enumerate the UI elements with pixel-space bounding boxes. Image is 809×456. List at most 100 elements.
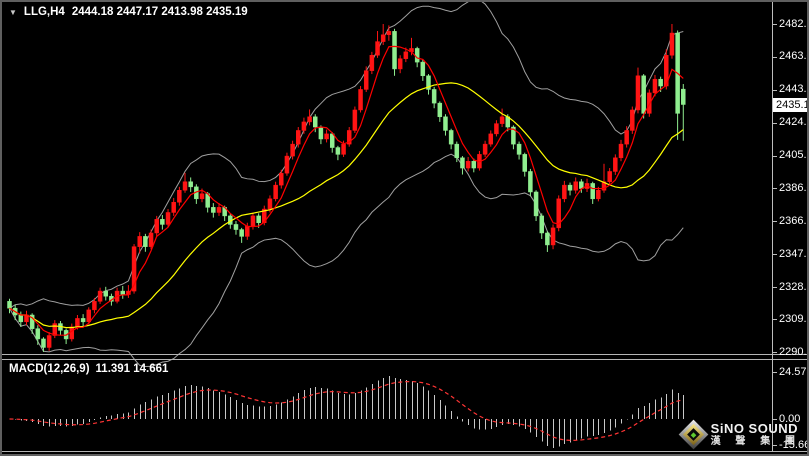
candle-body — [233, 224, 239, 230]
price-tick-mark — [772, 56, 777, 58]
candle-body — [329, 133, 335, 148]
price-tick-mark — [772, 319, 777, 321]
candle-body — [165, 212, 171, 225]
candle-body — [120, 290, 125, 295]
macd-tick-mark — [772, 419, 777, 420]
price-tick-mark — [772, 287, 777, 289]
candle-body — [669, 32, 675, 56]
candle-body — [211, 207, 216, 213]
candle-body — [301, 121, 307, 131]
candle-body — [624, 130, 629, 145]
candle-body — [465, 160, 471, 169]
candle-body — [562, 184, 567, 200]
price-tick-mark — [772, 122, 777, 124]
candle-body — [380, 34, 386, 42]
macd-histogram — [15, 375, 684, 448]
candle-body — [335, 147, 341, 155]
candle-body — [154, 219, 159, 234]
macd-tick-mark — [772, 372, 777, 373]
candle-body — [256, 215, 261, 223]
candle-body — [426, 75, 431, 90]
candle-body — [182, 181, 188, 191]
price-tick-mark — [772, 24, 777, 25]
candle-body — [607, 171, 612, 182]
candle-body — [681, 88, 686, 105]
candle-body — [641, 75, 646, 114]
candle-body — [290, 143, 295, 157]
price-tick-label: 2328.30 — [779, 280, 807, 293]
candle-body — [177, 190, 182, 203]
price-tick-label: 2290.35 — [779, 345, 807, 358]
price-tick-label: 2386.05 — [779, 181, 807, 194]
macd-values: 11.391 14.661 — [95, 363, 169, 375]
bollinger-bands — [9, 2, 684, 368]
candle-body — [279, 172, 284, 186]
price-tick-mark — [772, 221, 777, 223]
candle-body — [522, 154, 527, 172]
price-tick-label: 2482.30 — [779, 17, 807, 30]
candle-body — [245, 225, 250, 237]
brand-name: SiNO SOUND — [710, 421, 798, 436]
macd-signal-line — [9, 380, 684, 442]
chart-title-bar: ▼ LLG,H4 2444.18 2447.17 2413.98 2435.19 — [9, 6, 248, 18]
candle-body — [307, 116, 312, 123]
candle-body — [613, 157, 618, 172]
candle-body — [46, 335, 52, 348]
candle-body — [239, 229, 244, 237]
candle-body — [352, 109, 358, 131]
candle-body — [92, 301, 97, 311]
candle-body — [550, 227, 556, 246]
candle-body — [52, 323, 58, 336]
ohlc-values: 2444.18 2447.17 2413.98 2435.19 — [71, 6, 248, 18]
brand-logo: SiNO SOUND 漢 聲 集 團 — [678, 419, 801, 450]
candle-body — [567, 184, 573, 191]
candle-body — [324, 133, 329, 140]
candle-body — [80, 318, 86, 323]
candle-body — [494, 123, 499, 135]
price-tick-mark — [772, 254, 777, 256]
candle-body — [188, 181, 193, 188]
candle-body — [392, 31, 397, 70]
candle-body — [443, 116, 448, 131]
candle-body — [596, 190, 601, 200]
fast-ma-line — [9, 45, 684, 336]
candle-body — [403, 51, 409, 59]
candle-body — [573, 181, 578, 191]
candle-body — [216, 207, 222, 213]
panel-divider-bottom[interactable] — [2, 359, 807, 360]
candle-body — [448, 130, 454, 145]
candle-body — [148, 232, 154, 247]
price-tick-label: 2463.05 — [779, 50, 807, 63]
candle-body — [630, 109, 635, 131]
price-tick-label: 2309.60 — [779, 312, 807, 325]
candle-body — [369, 55, 375, 71]
candle-body — [460, 157, 465, 169]
candle-body — [363, 70, 369, 90]
candle-body — [545, 232, 550, 246]
candle-body — [199, 193, 205, 200]
macd-name: MACD(12,26,9) — [9, 363, 90, 375]
candle-body — [143, 236, 148, 247]
bottom-border — [2, 451, 807, 452]
candle-body — [97, 290, 103, 302]
candle-body — [131, 246, 137, 292]
candle-body — [397, 58, 403, 70]
price-tick-label: 2443.80 — [779, 83, 807, 96]
candle-body — [41, 338, 46, 348]
price-tick-label: 2405.30 — [779, 149, 807, 162]
macd-tick-label: 0.00 — [779, 412, 801, 425]
candle-body — [488, 133, 494, 145]
panel-divider-top[interactable] — [2, 354, 807, 355]
price-tick-label: 2347.55 — [779, 247, 807, 260]
candle-body — [7, 301, 12, 309]
bollinger-mid-line — [9, 82, 684, 329]
candle-body — [511, 126, 516, 145]
candle-body — [437, 102, 443, 118]
candle-body — [346, 130, 352, 145]
candle-body — [86, 309, 92, 323]
candle-body — [454, 143, 460, 159]
candle-body — [312, 116, 318, 128]
candle-body — [601, 181, 607, 191]
